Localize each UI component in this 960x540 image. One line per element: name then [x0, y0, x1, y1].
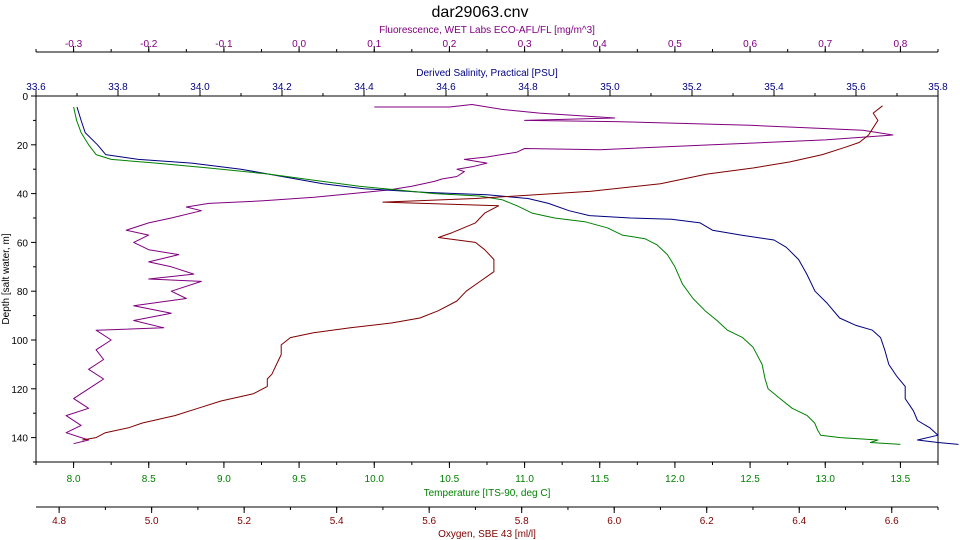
- x-tick-label-sal: 33.8: [108, 82, 128, 93]
- y-tick-label: 80: [17, 287, 29, 298]
- x-tick-label-sal: 34.6: [436, 82, 456, 93]
- x-tick-label-temp: 13.5: [891, 474, 911, 485]
- x-tick-label-sal: 34.2: [272, 82, 292, 93]
- x-tick-label-oxy: 5.8: [515, 516, 529, 527]
- x-tick-label-fluor: -0.3: [65, 39, 83, 50]
- x-tick-label-fluor: 0.6: [743, 39, 757, 50]
- x-tick-label-oxy: 4.8: [52, 516, 66, 527]
- x-axis-sal: 33.6 33.8 34.0 34.2 34.4 34.6 34.8 35.0 35.2 35.4…: [26, 68, 948, 97]
- x-tick-label-sal: 34.4: [354, 82, 374, 93]
- x-tick-label-sal: 35.8: [928, 82, 948, 93]
- x-tick-label-oxy: 5.2: [237, 516, 251, 527]
- y-tick-label: 60: [17, 238, 29, 249]
- x-tick-label-fluor: 0.1: [367, 39, 381, 50]
- x-tick-label-temp: 8.5: [142, 474, 156, 485]
- series-line-temp: [73, 106, 901, 445]
- x-axis-label-oxy: Oxygen, SBE 43 [ml/l]: [438, 529, 536, 540]
- x-axis-fluor: -0.3 -0.2 -0.1 0.0 0.1 0.2 0.3 0.4 0.5 0.6 0.7 0.8 F…: [35, 25, 939, 53]
- y-axis-label: Depth [salt water, m]: [1, 233, 12, 324]
- x-tick-label-temp: 13.0: [816, 474, 836, 485]
- y-tick-label: 20: [17, 141, 29, 152]
- x-tick-label-fluor: 0.4: [593, 39, 607, 50]
- x-tick-label-oxy: 5.4: [330, 516, 344, 527]
- plot-frame: [35, 95, 939, 463]
- x-tick-label-temp: 11.0: [515, 474, 534, 485]
- chart-title: dar29063.cnv: [432, 4, 529, 21]
- y-tick-label: 140: [11, 434, 28, 445]
- x-axis-label-sal: Derived Salinity, Practical [PSU]: [416, 68, 558, 79]
- axes-layer: -0.3 -0.2 -0.1 0.0 0.1 0.2 0.3 0.4 0.5 0.6 0.7 0.8 F…: [11, 25, 948, 540]
- x-tick-label-fluor: -0.2: [140, 39, 158, 50]
- x-tick-label-oxy: 5.0: [145, 516, 159, 527]
- x-tick-label-temp: 10.0: [365, 474, 385, 485]
- x-tick-label-sal: 33.6: [26, 82, 46, 93]
- y-tick-label: 100: [11, 336, 28, 347]
- x-tick-label-oxy: 6.2: [700, 516, 714, 527]
- x-tick-label-temp: 11.5: [590, 474, 609, 485]
- x-axis-label-fluor: Fluorescence, WET Labs ECO-AFL/FL [mg/m^…: [379, 25, 595, 36]
- y-tick-label: 40: [17, 190, 29, 201]
- series-layer: [65, 104, 959, 445]
- x-tick-label-sal: 35.2: [682, 82, 702, 93]
- x-tick-label-fluor: 0.7: [818, 39, 832, 50]
- x-tick-label-temp: 10.5: [440, 474, 460, 485]
- x-tick-label-temp: 12.0: [665, 474, 685, 485]
- x-axis-temp: 8.0 8.5 9.0 9.5 10.0 10.5 11.0 11.5 12.0 12.5 13.0…: [35, 461, 939, 499]
- x-tick-label-sal: 35.0: [600, 82, 620, 93]
- x-tick-label-temp: 8.0: [67, 474, 81, 485]
- y-axis: 0 20 40 60 80 100 120 140: [11, 92, 36, 463]
- series-line-fluor: [65, 104, 894, 445]
- x-tick-label-sal: 34.8: [518, 82, 538, 93]
- x-tick-label-fluor: 0.3: [518, 39, 532, 50]
- x-tick-label-fluor: 0.5: [668, 39, 682, 50]
- x-tick-label-sal: 35.6: [846, 82, 866, 93]
- y-tick-label: 0: [22, 92, 28, 103]
- x-tick-label-oxy: 6.6: [885, 516, 899, 527]
- series-line-sal: [76, 106, 959, 445]
- x-tick-label-fluor: 0.2: [442, 39, 456, 50]
- x-axis-label-temp: Temperature [ITS-90, deg C]: [424, 488, 551, 499]
- x-tick-label-sal: 34.0: [190, 82, 210, 93]
- x-tick-label-temp: 9.0: [217, 474, 231, 485]
- x-axis-oxy: 4.8 5.0 5.2 5.4 5.6 5.8 6.0 6.2 6.4 6.6 Oxygen, SB…: [36, 506, 939, 540]
- y-tick-label: 120: [11, 385, 28, 396]
- x-tick-label-fluor: -0.1: [215, 39, 233, 50]
- x-tick-label-fluor: 0.0: [292, 39, 306, 50]
- x-tick-label-oxy: 6.0: [607, 516, 621, 527]
- x-tick-label-oxy: 5.6: [422, 516, 436, 527]
- x-tick-label-temp: 12.5: [740, 474, 760, 485]
- series-line-oxy: [82, 105, 883, 441]
- x-tick-label-sal: 35.4: [764, 82, 784, 93]
- x-tick-label-temp: 9.5: [292, 474, 306, 485]
- x-tick-label-fluor: 0.8: [893, 39, 907, 50]
- x-tick-label-oxy: 6.4: [792, 516, 806, 527]
